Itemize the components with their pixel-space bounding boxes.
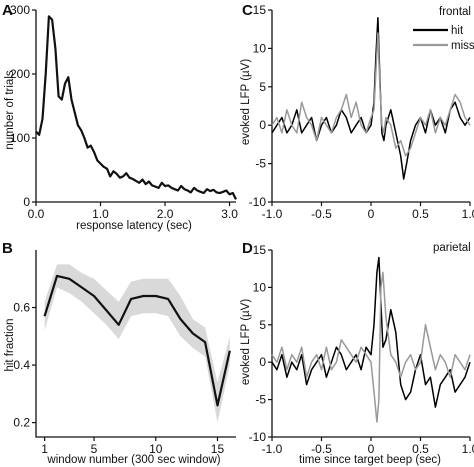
panel-c-ytick-label: 10 (253, 41, 267, 55)
panel-letter-d: D (242, 240, 253, 257)
panel-d-annotation: parietal (433, 242, 471, 254)
panel-d-ytick-label: -5 (255, 393, 266, 407)
panel-d-series-hit-line (271, 256, 471, 408)
panel-b-ylabel: hit fraction (4, 318, 16, 371)
panel-d-ylabel: evoked LFP (µV) (240, 299, 252, 385)
panel-b-ytick-label: 0.6 (13, 301, 30, 315)
panel-c-xtick-label: -0.5 (311, 207, 332, 221)
panel-letter-b: B (2, 240, 13, 257)
panel-b-xtick-label: 15 (211, 442, 225, 456)
panel-d-axes (271, 250, 470, 438)
panel-a-ytick-label: 300 (10, 3, 30, 17)
panel-c-ytick-label: -5 (255, 157, 266, 171)
panel-b-xtick-label: 1 (41, 442, 48, 456)
panel-b-xlabel: window number (300 sec window) (46, 454, 220, 466)
panel-d-ytick-label: -10 (249, 430, 267, 444)
panel-b-ytick-label: 0.4 (13, 358, 30, 372)
panel-a-ytick-label: 200 (10, 67, 30, 81)
panel-d-xtick-label: 1.0 (462, 442, 474, 456)
panel-a-series-line0-line (35, 15, 237, 200)
panel-d-xtick-label: 0 (368, 442, 375, 456)
panel-c: -1.0 -0.5 0 0.5 1.0 -10 -5 0 5 10 15 (249, 3, 474, 221)
panel-d-series-miss-line (271, 271, 471, 423)
panel-c-xtick-label: 1.0 (462, 207, 474, 221)
panel-c-annotation: frontal (439, 6, 471, 18)
legend: hit miss (413, 25, 474, 52)
panel-d-xtick-label: 0.5 (412, 442, 429, 456)
panel-c-ytick-label: 0 (259, 118, 266, 132)
panel-c-series-miss-line (271, 32, 471, 157)
panel-c-xtick-label: 0.5 (412, 207, 429, 221)
legend-hit-label: hit (451, 25, 464, 37)
panel-c-ytick-label: 15 (253, 3, 267, 17)
panel-c-series-hit-line (271, 16, 471, 180)
panel-d-ytick-label: 0 (259, 355, 266, 369)
panel-a-ytick-label: 0 (23, 195, 30, 209)
panel-a-xtick-label: 3.0 (221, 207, 238, 221)
panel-c-ylabel: evoked LFP (µV) (240, 59, 252, 145)
panel-a-axes (35, 10, 236, 203)
panel-a: 0.0 1.0 2.0 3.0 0 100 200 300 (10, 3, 238, 221)
panel-d-ytick-label: 5 (259, 318, 266, 332)
panel-d-ytick-label: 15 (253, 243, 267, 257)
legend-miss-label: miss (451, 40, 474, 52)
panel-d-xtick-label: -0.5 (311, 442, 332, 456)
panel-c-ytick-label: -10 (249, 195, 267, 209)
panel-letter-c: C (242, 2, 253, 19)
panel-b-axes (35, 250, 236, 438)
panel-b-xtick-label: 5 (91, 442, 98, 456)
panel-b-series-line0-line (43, 274, 231, 407)
panel-b-ytick-label: 0.2 (13, 416, 30, 430)
panel-a-xlabel: response latency (sec) (76, 220, 192, 232)
panel-letter-a: A (2, 2, 13, 19)
panel-a-ylabel: number of trials (4, 70, 16, 150)
panel-b-series-line0-band (44, 264, 230, 423)
panel-c-xtick-label: 0 (368, 207, 375, 221)
panel-a-xtick-label: 0.0 (28, 207, 45, 221)
panel-a-xtick-label: 2.0 (157, 207, 174, 221)
panel-a-xtick-label: 1.0 (92, 207, 109, 221)
panel-a-ytick-label: 100 (10, 131, 30, 145)
panel-b: 1 5 10 150.20.40.6 (13, 250, 236, 456)
panel-b-xtick-label: 10 (149, 442, 163, 456)
panel-c-xtick-label: -1.0 (262, 207, 283, 221)
panel-d-ytick-label: 10 (253, 280, 267, 294)
panel-d-xtick-label: -1.0 (262, 442, 283, 456)
panel-d-xlabel: time since target beep (sec) (299, 454, 441, 466)
panel-d: -1.0 -0.5 0 0.5 1.0 -10 -5 0 5 10 15 (249, 243, 474, 456)
panel-c-ytick-label: 5 (259, 80, 266, 94)
